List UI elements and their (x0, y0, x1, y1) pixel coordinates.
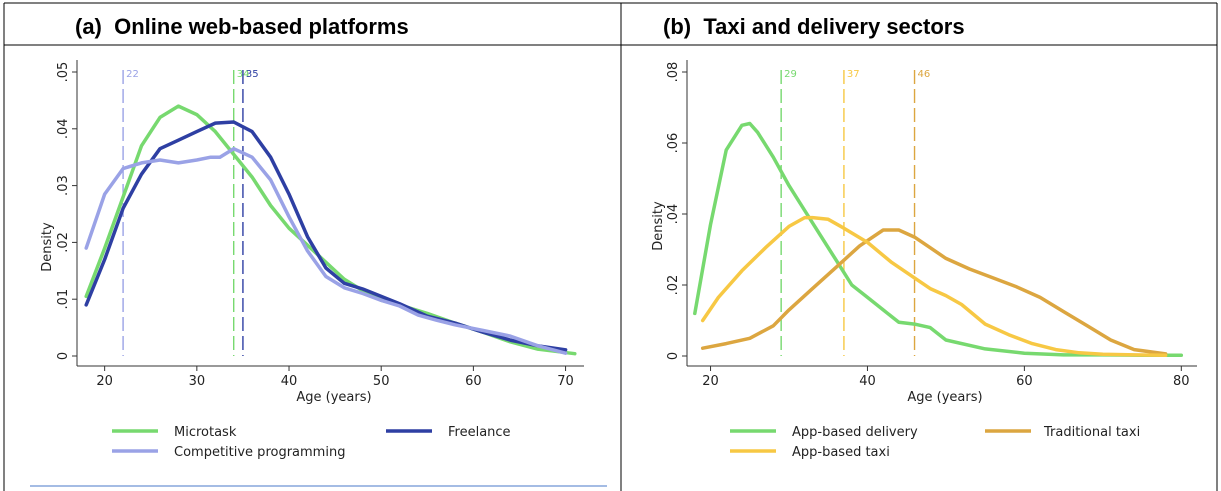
axis-ticks: 20 30 40 50 60 70 0 .01 .02 .03 .04 .05 (56, 60, 584, 389)
y-axis-title: Density (40, 222, 55, 272)
median-label-37: 37 (847, 69, 860, 80)
x-tick-label: 30 (189, 374, 206, 389)
series-line-app-based-taxi (700, 215, 1168, 358)
y-tick-label: .05 (56, 62, 71, 83)
panel-a-title: (a) Online web-based platforms (75, 14, 409, 39)
x-tick-label: 40 (859, 374, 876, 389)
x-tick-label: 20 (702, 374, 719, 389)
series-line-traditional-taxi (700, 228, 1168, 356)
legend: App-based delivery Traditional taxi App-… (730, 425, 1140, 460)
table-borders (3, 2, 1218, 491)
y-tick-label: 0 (666, 352, 681, 360)
series-line-competitive-programming (84, 146, 568, 355)
legend-label-freelance: Freelance (448, 425, 511, 440)
y-tick-label: .02 (666, 275, 681, 296)
x-tick-label: 60 (1016, 374, 1033, 389)
series-lines (84, 104, 577, 356)
y-tick-label: .03 (56, 175, 71, 196)
x-axis-title: Age (years) (296, 390, 371, 405)
legend-label-app-based-delivery: App-based delivery (792, 425, 918, 440)
median-label-46: 46 (918, 69, 931, 80)
panel-b-title: (b) Taxi and delivery sectors (663, 14, 965, 39)
y-tick-label: .08 (666, 62, 681, 83)
legend: Microtask Freelance Competitive programm… (112, 425, 511, 460)
y-tick-label: .01 (56, 289, 71, 310)
y-tick-label: .06 (666, 133, 681, 154)
y-tick-label: .02 (56, 232, 71, 253)
series-line-freelance (84, 120, 568, 352)
chart-taxi-delivery: Density Age (years) 20 40 60 80 0 .02 .04 .06 .0… (651, 60, 1197, 460)
x-tick-label: 60 (465, 374, 482, 389)
y-tick-label: .04 (56, 118, 71, 139)
legend-label-traditional-taxi: Traditional taxi (1043, 425, 1140, 440)
x-tick-label: 40 (281, 374, 298, 389)
x-tick-label: 70 (557, 374, 574, 389)
legend-label-microtask: Microtask (174, 425, 237, 440)
x-tick-label: 80 (1173, 374, 1190, 389)
y-tick-label: .04 (666, 204, 681, 225)
x-tick-label: 50 (373, 374, 390, 389)
y-tick-label: 0 (56, 352, 71, 360)
series-lines (693, 121, 1184, 358)
x-axis-title: Age (years) (907, 390, 982, 405)
median-lines: 29 37 46 (780, 69, 931, 356)
y-axis-title: Density (651, 201, 666, 251)
axis-ticks: 20 40 60 80 0 .02 .04 .06 .08 (666, 60, 1197, 389)
median-label-22: 22 (126, 69, 139, 80)
legend-label-app-based-taxi: App-based taxi (792, 445, 890, 460)
legend-label-competitive-programming: Competitive programming (174, 445, 345, 460)
series-line-app-based-delivery (693, 121, 1184, 358)
chart-online-platforms: Density Age (years) 20 30 40 50 60 70 0 .01 .02.… (40, 60, 584, 460)
median-label-35: 35 (246, 69, 259, 80)
median-label-29: 29 (784, 69, 797, 80)
series-line-microtask (84, 104, 577, 356)
x-tick-label: 20 (96, 374, 113, 389)
